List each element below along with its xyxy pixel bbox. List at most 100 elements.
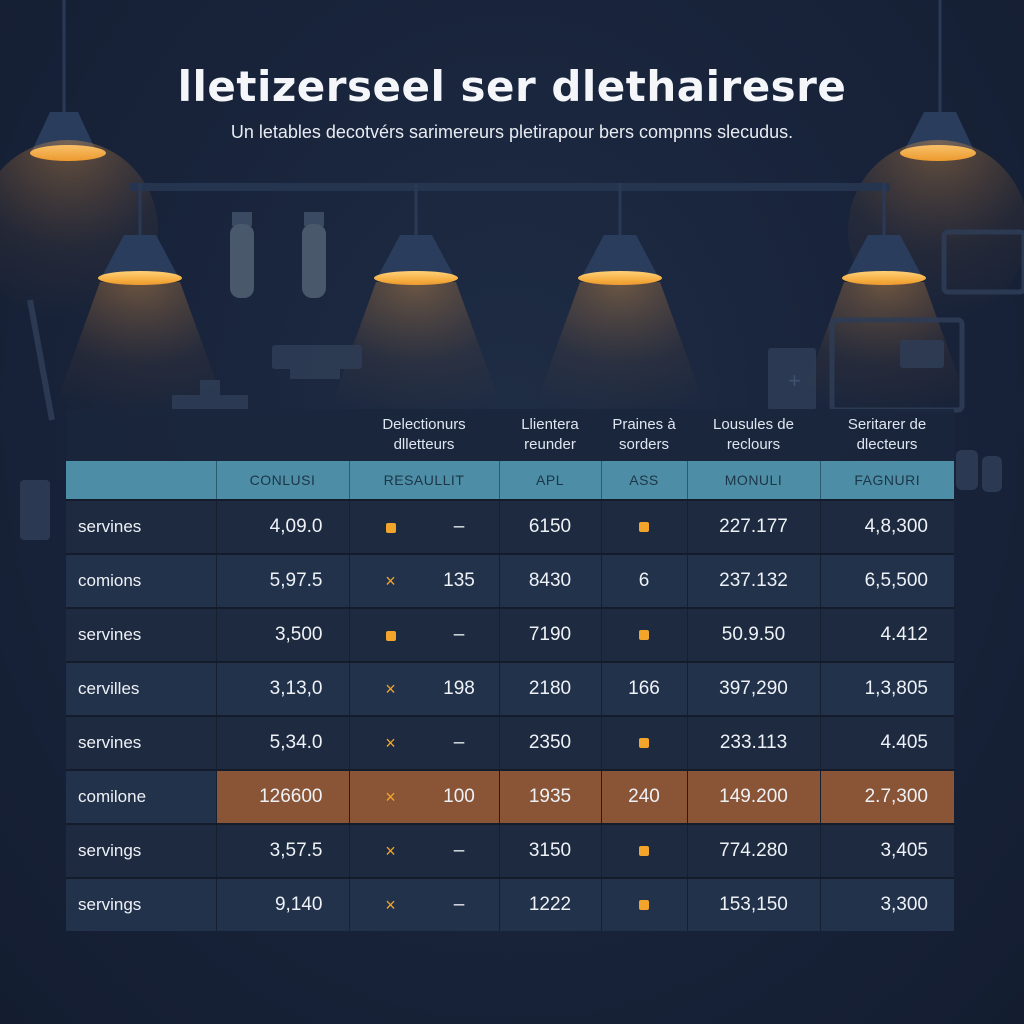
- cell-value: 153,150: [686, 877, 820, 931]
- column-header: CONLUSI: [215, 461, 349, 500]
- data-table: Delectionurs dlletteurs Llientera reunde…: [66, 409, 954, 931]
- table-row: servings 9,140 × –1222 153,150 3,300: [66, 877, 954, 931]
- medical-cross-icon: +: [788, 368, 801, 393]
- pendant-lamp-icon: [326, 235, 506, 420]
- x-icon: ×: [385, 894, 396, 915]
- column-header: APL: [498, 461, 601, 500]
- row-label: servings: [66, 823, 216, 878]
- cell-value: –: [453, 732, 465, 753]
- cell-mark-value: × 198: [348, 661, 499, 716]
- dot-icon: [600, 823, 687, 878]
- pendant-lamp-icon: [50, 235, 230, 420]
- column-header: ASS: [600, 461, 687, 500]
- dot-icon: [600, 607, 687, 662]
- cell-value: –: [453, 894, 465, 915]
- cell-value: 1935: [498, 769, 601, 824]
- page-title: lletizerseel ser dlethairesre: [177, 62, 847, 111]
- cell-value: 50.9.50: [686, 607, 820, 662]
- dot-icon: [600, 499, 687, 554]
- cell-mark-value: × 100: [348, 769, 499, 824]
- bottle-icon: [230, 212, 326, 298]
- cell-value: 5,97.5: [215, 553, 349, 608]
- cell-value: 237.132: [686, 553, 820, 608]
- column-header: RESAULLIT: [348, 461, 499, 500]
- table-row: servines 3,500 – 7190 50.9.50 4.412: [66, 607, 954, 662]
- cell-value: 166: [600, 661, 687, 716]
- cell-mark-value: × –: [348, 823, 499, 878]
- table-row: servines 4,09.0 – 6150 227.177 4,8,300: [66, 499, 954, 554]
- cell-value: 2350: [498, 715, 601, 770]
- row-label: servines: [66, 607, 216, 662]
- cell-value: 7190: [498, 607, 601, 662]
- cell-value: 2.7,300: [819, 769, 954, 824]
- x-icon: ×: [385, 570, 396, 591]
- group-header-row: Delectionurs dlletteurs Llientera reunde…: [66, 409, 954, 461]
- cell-value: 198: [443, 678, 475, 699]
- pendant-lamp-icon: [530, 235, 710, 420]
- column-header: [66, 461, 216, 500]
- group-header: [66, 409, 216, 461]
- cell-value: 4.405: [819, 715, 954, 770]
- cell-value: 3,500: [215, 607, 349, 662]
- cell-value: 3,13,0: [215, 661, 349, 716]
- cell-value: 4.412: [819, 607, 954, 662]
- data-table-container: Delectionurs dlletteurs Llientera reunde…: [66, 409, 954, 931]
- equipment-silhouette-icon: [20, 229, 1024, 540]
- pendant-lamp-icon: [794, 235, 974, 420]
- column-header: MONULI: [686, 461, 820, 500]
- cell-mark-value: × 135: [348, 553, 499, 608]
- cell-value: 100: [443, 786, 475, 807]
- cell-value: 4,8,300: [819, 499, 954, 554]
- cell-value: 2180: [498, 661, 601, 716]
- cell-value: 3,405: [819, 823, 954, 878]
- cell-value: 6150: [498, 499, 601, 554]
- table-row-highlighted: comilone 126600 × 100 1935 240 149.200 2.7,300: [66, 769, 954, 824]
- row-label: cervilles: [66, 661, 216, 716]
- row-label: servines: [66, 715, 216, 770]
- cell-value: –: [453, 840, 465, 861]
- cell-value: 1222: [498, 877, 601, 931]
- cell-value: 240: [600, 769, 687, 824]
- cell-value: 397,290: [686, 661, 820, 716]
- table-row: servines 5,34.0 × –2350 233.113 4.405: [66, 715, 954, 770]
- cell-value: 149.200: [686, 769, 820, 824]
- cell-value: 5,34.0: [215, 715, 349, 770]
- cell-value: 233.113: [686, 715, 820, 770]
- group-header: Delectionurs dlletteurs: [349, 409, 499, 461]
- row-label: comilone: [66, 769, 216, 824]
- cell-value: 126600: [215, 769, 349, 824]
- cell-value: 135: [443, 570, 475, 591]
- row-label: comions: [66, 553, 216, 608]
- cell-mark-value: × –: [348, 877, 499, 931]
- cell-value: –: [453, 516, 465, 537]
- x-icon: ×: [385, 732, 396, 753]
- cell-value: 774.280: [686, 823, 820, 878]
- cell-value: 6,5,500: [819, 553, 954, 608]
- row-label: servings: [66, 877, 216, 931]
- table-row: servings 3,57.5 × –3150 774.280 3,405: [66, 823, 954, 878]
- table-row: cervilles 3,13,0 × 198 2180 166 397,290 1,3,805: [66, 661, 954, 716]
- cell-value: 1,3,805: [819, 661, 954, 716]
- dot-icon: [350, 517, 432, 538]
- cell-value: 6: [600, 553, 687, 608]
- cell-value: 4,09.0: [215, 499, 349, 554]
- dot-icon: [600, 715, 687, 770]
- cell-value: 3150: [498, 823, 601, 878]
- row-label: servines: [66, 499, 216, 554]
- cell-value: –: [453, 624, 465, 645]
- group-header: Llientera reunder: [499, 409, 601, 461]
- column-header: FAGNURI: [819, 461, 954, 500]
- cell-value: 227.177: [686, 499, 820, 554]
- cell-value: 3,57.5: [215, 823, 349, 878]
- x-icon: ×: [385, 786, 396, 807]
- page-subtitle: Un letables decotvérs sarimereurs pletir…: [230, 122, 794, 142]
- group-header: [216, 409, 349, 461]
- x-icon: ×: [385, 840, 396, 861]
- table-row: comions 5,97.5 × 135 8430 6 237.132 6,5,500: [66, 553, 954, 608]
- cell-mark-value: × –: [348, 715, 499, 770]
- group-header: Lousules de reclours: [687, 409, 820, 461]
- cell-mark-value: –: [348, 499, 499, 554]
- dot-icon: [350, 625, 432, 646]
- cell-value: 8430: [498, 553, 601, 608]
